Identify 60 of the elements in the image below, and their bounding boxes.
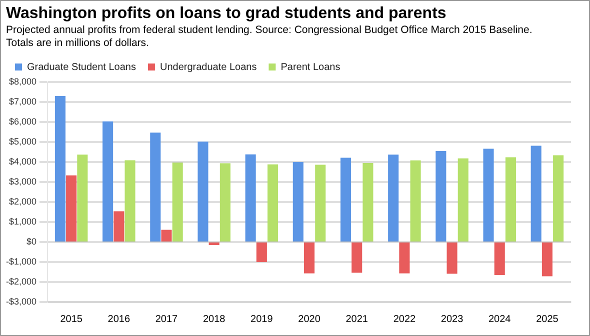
x-tick-label: 2024	[488, 314, 512, 325]
bar	[198, 142, 208, 242]
bar	[256, 242, 267, 262]
bar	[124, 160, 136, 242]
bar	[446, 242, 458, 274]
bar	[362, 163, 374, 242]
bar	[399, 242, 410, 274]
x-tick-label: 2018	[202, 314, 226, 325]
x-tick-label: 2025	[536, 314, 559, 325]
y-tick-label: $2,000	[8, 196, 37, 206]
bar	[542, 242, 552, 276]
bar	[114, 211, 124, 242]
x-tick-label: 2021	[346, 314, 368, 325]
y-tick-label: $7,000	[8, 96, 37, 106]
bar	[172, 162, 183, 242]
y-tick-label: $5,000	[8, 136, 37, 146]
bar	[352, 242, 362, 273]
bar	[292, 162, 304, 242]
y-tick-label: $0	[26, 236, 37, 246]
y-tick-label: $6,000	[8, 116, 37, 126]
legend-label: Undergraduate Loans	[160, 62, 257, 73]
legend-label: Parent Loans	[280, 62, 340, 73]
y-tick-label: -$2,000	[6, 276, 37, 286]
x-tick-label: 2017	[155, 314, 178, 325]
x-tick-label: 2015	[60, 314, 83, 325]
bar	[340, 158, 352, 242]
bar	[410, 160, 421, 242]
chart-subtitle: Projected annual profits from federal student lending. Source: Congressional Budget Office March 2015 Baseline. Totals are in millions of dollars.	[6, 24, 534, 50]
bar	[553, 155, 564, 242]
x-tick-label: 2020	[298, 314, 321, 325]
y-tick-label: $8,000	[8, 76, 37, 86]
bar	[245, 154, 256, 242]
chart-title: Washington profits on loans to grad students and parents	[6, 4, 448, 23]
bar	[436, 151, 446, 242]
bar	[530, 146, 542, 242]
bar	[161, 230, 172, 242]
bar	[220, 163, 230, 242]
x-tick-label: 2019	[250, 314, 274, 325]
x-tick-label: 2016	[108, 314, 130, 325]
bar	[54, 96, 66, 242]
bar	[268, 164, 278, 242]
x-tick-label: 2023	[440, 314, 464, 325]
y-tick-label: -$1,000	[6, 256, 37, 266]
bar	[505, 157, 516, 242]
y-tick-label: $4,000	[8, 156, 37, 166]
bar	[494, 242, 505, 275]
bar	[483, 148, 494, 242]
bar	[458, 158, 468, 242]
bar	[77, 154, 88, 242]
y-tick-label: -$3,000	[6, 296, 37, 306]
bar	[315, 164, 326, 242]
bar	[150, 132, 161, 242]
bar	[388, 154, 399, 242]
legend-label: Graduate Student Loans	[27, 62, 136, 73]
bar	[304, 242, 315, 274]
x-tick-label: 2022	[393, 314, 416, 325]
bar	[66, 175, 77, 242]
bar	[102, 121, 114, 242]
y-tick-label: $1,000	[8, 216, 37, 226]
y-tick-label: $3,000	[8, 176, 37, 186]
